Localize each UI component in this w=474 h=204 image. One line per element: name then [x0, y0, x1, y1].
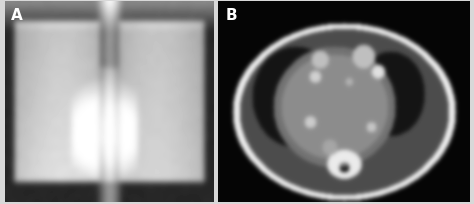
Text: B: B	[226, 8, 237, 23]
Text: A: A	[11, 8, 23, 23]
